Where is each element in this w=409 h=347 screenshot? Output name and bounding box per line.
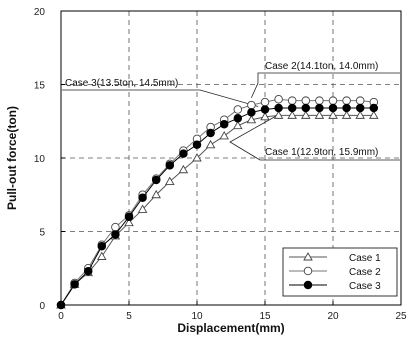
series-case-3-point-8 bbox=[165, 161, 175, 170]
y-tick-label-2: 10 bbox=[34, 154, 46, 165]
series-case-3-point-13 bbox=[233, 114, 243, 123]
series-case-1-point-9 bbox=[178, 164, 189, 174]
annotation-label-2: Case 3(13.5ton, 14.5mm) bbox=[65, 78, 178, 89]
legend-box bbox=[282, 247, 398, 297]
series-case-3-point-1 bbox=[70, 280, 79, 289]
series-case-1-point-14 bbox=[246, 114, 257, 124]
legend-marker-case-3 bbox=[303, 280, 313, 290]
series-case-2-point-4 bbox=[111, 222, 120, 232]
series-case-1-point-21 bbox=[341, 110, 352, 119]
series-case-2-point-19 bbox=[315, 96, 324, 105]
series-case-1-point-7 bbox=[151, 189, 161, 199]
series-case-1-point-10 bbox=[192, 153, 202, 162]
series-case-1-point-3 bbox=[97, 251, 107, 260]
series-case-1-point-5 bbox=[124, 217, 134, 227]
y-tick-label-4: 20 bbox=[34, 7, 46, 18]
series-case-1-point-18 bbox=[301, 110, 311, 119]
y-tick-label-1: 5 bbox=[39, 228, 45, 239]
legend-label-case-3: Case 3 bbox=[349, 281, 381, 292]
series-case-3-point-23 bbox=[369, 103, 379, 113]
legend-label-case-1: Case 1 bbox=[349, 253, 381, 264]
series-case-1-point-23 bbox=[369, 110, 379, 119]
series-case-3 bbox=[56, 103, 379, 310]
series-case-2-point-22 bbox=[355, 96, 365, 105]
series-case-3-point-17 bbox=[287, 103, 297, 113]
y-axis-label: Pull-out force(ton) bbox=[5, 106, 19, 210]
series-case-3-point-12 bbox=[219, 119, 229, 129]
series-case-1-point-20 bbox=[328, 110, 338, 119]
x-tick-label-3: 15 bbox=[259, 311, 271, 322]
series-case-3-point-20 bbox=[328, 103, 338, 113]
series-case-2-point-13 bbox=[233, 105, 243, 114]
series-case-3-point-10 bbox=[192, 140, 202, 150]
series-case-3-point-9 bbox=[179, 149, 188, 158]
annotation-label-1: Case 2(14.1ton, 14.0mm) bbox=[265, 61, 378, 72]
series-case-2-point-14 bbox=[247, 100, 256, 110]
series-case-3-point-11 bbox=[206, 128, 215, 138]
series-case-2-point-18 bbox=[301, 96, 311, 105]
legend-marker-case-2 bbox=[303, 266, 313, 276]
series-case-3-point-15 bbox=[260, 105, 270, 114]
series-case-3-point-19 bbox=[315, 103, 324, 113]
x-tick-label-5: 25 bbox=[395, 311, 407, 322]
series-case-3-point-14 bbox=[247, 108, 256, 117]
annotation-leader-3 bbox=[229, 115, 400, 161]
series-case-1-point-19 bbox=[314, 110, 325, 119]
x-axis-label: Displacement(mm) bbox=[177, 321, 284, 335]
series-case-1-point-8 bbox=[165, 176, 175, 185]
y-tick-label-3: 15 bbox=[34, 81, 46, 92]
series-case-3-point-16 bbox=[274, 103, 283, 113]
series-case-1-point-13 bbox=[233, 120, 243, 130]
x-tick-label-2: 10 bbox=[191, 311, 203, 322]
series-case-1-point-15 bbox=[260, 111, 270, 121]
series-case-3-point-21 bbox=[342, 103, 351, 113]
series-case-3-point-22 bbox=[355, 103, 365, 113]
series-case-2-point-20 bbox=[328, 96, 338, 105]
x-tick-label-4: 20 bbox=[327, 311, 339, 322]
series-case-1-point-16 bbox=[273, 110, 284, 119]
annotation-label-3: Case 1(12.9ton, 15.9mm) bbox=[265, 147, 378, 158]
series-case-1-point-17 bbox=[287, 110, 297, 119]
series-case-1-point-12 bbox=[219, 131, 229, 140]
series-case-3-point-18 bbox=[301, 103, 311, 113]
annotation-leader-2 bbox=[62, 89, 259, 107]
series-case-3-point-2 bbox=[83, 266, 93, 276]
series-case-2-point-17 bbox=[287, 96, 297, 105]
y-tick-label-0: 0 bbox=[39, 301, 45, 312]
x-tick-label-0: 0 bbox=[58, 311, 64, 322]
legend-marker-case-1 bbox=[303, 252, 313, 261]
series-case-3-point-4 bbox=[111, 230, 120, 239]
series-case-3-point-3 bbox=[97, 241, 107, 251]
x-tick-label-1: 5 bbox=[126, 311, 132, 322]
series-case-3-point-6 bbox=[138, 193, 147, 202]
series-case-1-point-22 bbox=[355, 110, 365, 119]
legend: Case 1 Case 2 Case 3 bbox=[282, 247, 398, 297]
legend-label-case-2: Case 2 bbox=[349, 267, 381, 278]
tick-labels: 0 5 10 15 20 25 0 5 10 15 20 bbox=[34, 7, 407, 322]
annotation-leader-1 bbox=[251, 72, 400, 98]
series-case-1-point-6 bbox=[137, 204, 148, 213]
annotations: Case 2(14.1ton, 14.0mm) Case 3(13.5ton, 1… bbox=[62, 61, 400, 161]
series-case-3-point-5 bbox=[124, 212, 134, 222]
series-case-2-point-16 bbox=[274, 94, 283, 104]
series-layer bbox=[56, 94, 379, 310]
series-case-3-point-7 bbox=[151, 175, 161, 185]
series-case-2-point-21 bbox=[342, 96, 351, 105]
series-case-1-point-11 bbox=[205, 139, 216, 149]
series-case-2-point-15 bbox=[260, 97, 270, 107]
